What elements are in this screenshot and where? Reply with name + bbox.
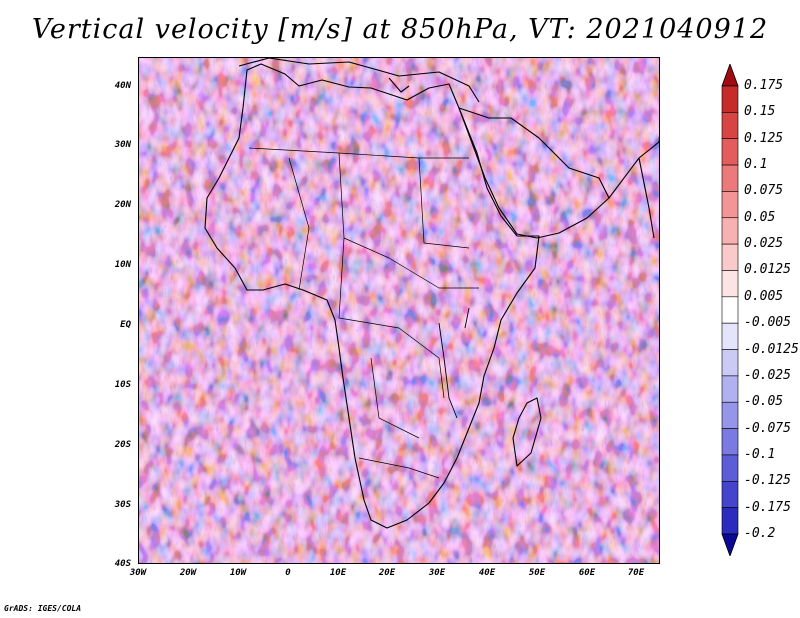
colorbar-swatch <box>721 191 739 219</box>
lat-label-30n: 30N <box>114 140 131 150</box>
colorbar-arrow-top <box>721 64 739 87</box>
colorbar-swatch <box>721 85 739 113</box>
colorbar-swatch <box>721 164 739 192</box>
lat-label-30s: 30S <box>114 500 131 510</box>
colorbar-label: 0.05 <box>744 209 776 225</box>
colorbar-swatch <box>721 349 739 377</box>
map-plot-area <box>138 57 660 564</box>
lon-label-30e: 30E <box>428 568 446 578</box>
colorbar <box>721 64 739 556</box>
colorbar-label: -0.05 <box>744 394 784 410</box>
colorbar-label: 0.1 <box>744 157 768 173</box>
colorbar-label: -0.125 <box>744 473 791 489</box>
colorbar-swatch <box>721 375 739 403</box>
lat-label-20n: 20N <box>114 200 131 210</box>
colorbar-swatch <box>721 401 739 429</box>
colorbar-label: 0.075 <box>744 183 784 199</box>
map-title: Vertical velocity [m/s] at 850hPa, VT: 2… <box>31 14 769 45</box>
colorbar-swatches <box>721 64 739 556</box>
colorbar-swatch <box>721 428 739 456</box>
colorbar-label: 0.175 <box>744 78 784 93</box>
africa-coastline <box>204 63 540 529</box>
colorbar-label: 0.005 <box>744 288 784 304</box>
colorbar-swatch <box>721 454 739 482</box>
lat-label-20s: 20S <box>114 440 131 450</box>
lat-label-10s: 10S <box>114 380 131 390</box>
grads-credit: GrADS: IGES/COLA <box>4 604 82 613</box>
colorbar-swatch <box>721 243 739 271</box>
lon-label-60e: 60E <box>578 568 596 578</box>
arabian-peninsula <box>458 107 610 239</box>
lon-label-10e: 10E <box>329 568 347 578</box>
colorbar-swatch <box>721 296 739 324</box>
coastlines-and-borders <box>204 58 659 529</box>
madagascar-outline <box>512 397 542 467</box>
colorbar-label: -0.005 <box>744 315 791 331</box>
colorbar-swatch <box>721 217 739 245</box>
colorbar-label: 0.0125 <box>744 262 791 278</box>
colorbar-label: 0.15 <box>744 104 776 120</box>
rift-lakes <box>438 307 470 419</box>
velocity-field-map <box>139 58 659 563</box>
mediterranean-europe <box>238 58 480 103</box>
colorbar-label: -0.025 <box>744 367 791 383</box>
lon-label-20e: 20E <box>378 568 396 578</box>
lat-label-10n: 10N <box>114 260 131 270</box>
colorbar-swatch <box>721 322 739 350</box>
lat-label-40s: 40S <box>114 559 131 569</box>
colorbar-swatch <box>721 112 739 140</box>
lon-label-10w: 10W <box>229 568 247 578</box>
lon-label-50e: 50E <box>528 568 546 578</box>
colorbar-swatch <box>721 138 739 166</box>
colorbar-label: 0.025 <box>744 236 784 252</box>
colorbar-label: -0.2 <box>744 526 776 541</box>
lon-label-0: 0 <box>285 568 291 578</box>
asia-coastline <box>608 135 659 239</box>
inland-borders <box>248 147 479 479</box>
lon-label-70e: 70E <box>627 568 645 578</box>
colorbar-swatch <box>721 507 739 535</box>
colorbar-label: 0.125 <box>744 130 784 146</box>
colorbar-swatch <box>721 480 739 508</box>
colorbar-label: -0.1 <box>744 446 776 462</box>
lon-label-30w: 30W <box>129 568 147 578</box>
colorbar-label: -0.175 <box>744 499 791 515</box>
colorbar-swatch <box>721 270 739 298</box>
lat-label-40n: 40N <box>114 81 131 91</box>
colorbar-arrow-bottom <box>721 533 739 556</box>
lat-label-eq: EQ <box>120 320 131 330</box>
colorbar-label: -0.075 <box>744 420 791 436</box>
lon-label-40e: 40E <box>478 568 496 578</box>
colorbar-label: -0.0125 <box>744 341 799 357</box>
lon-label-20w: 20W <box>179 568 197 578</box>
